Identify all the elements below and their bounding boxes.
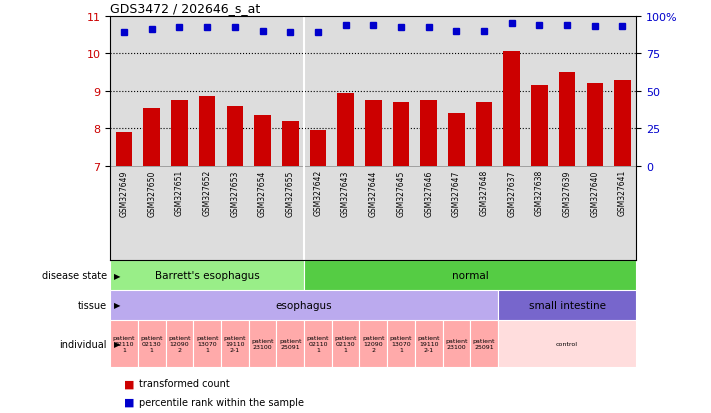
- Bar: [249, 320, 277, 368]
- Text: patient
13070
1: patient 13070 1: [390, 335, 412, 352]
- Bar: [116, 133, 132, 167]
- Bar: [166, 320, 193, 368]
- Bar: [277, 320, 304, 368]
- Text: GSM327638: GSM327638: [535, 170, 544, 216]
- Bar: [304, 261, 636, 290]
- Bar: [476, 103, 492, 167]
- Text: patient
02130
1: patient 02130 1: [141, 335, 163, 352]
- Bar: [448, 114, 465, 167]
- Bar: [199, 97, 215, 167]
- Text: transformed count: transformed count: [139, 378, 230, 389]
- Text: patient
02110
1: patient 02110 1: [113, 335, 135, 352]
- Text: control: control: [556, 341, 578, 347]
- Text: GSM327650: GSM327650: [147, 170, 156, 216]
- Bar: [144, 109, 160, 167]
- Text: GSM327640: GSM327640: [590, 170, 599, 216]
- Bar: [587, 84, 603, 167]
- Text: percentile rank within the sample: percentile rank within the sample: [139, 396, 304, 407]
- Bar: [442, 320, 470, 368]
- Text: ▶: ▶: [114, 271, 120, 280]
- Text: GSM327646: GSM327646: [424, 170, 433, 216]
- Bar: [309, 131, 326, 167]
- Bar: [365, 101, 382, 167]
- Text: GSM327647: GSM327647: [452, 170, 461, 216]
- Text: Barrett's esophagus: Barrett's esophagus: [155, 271, 260, 280]
- Text: ▶: ▶: [114, 339, 120, 348]
- Bar: [171, 101, 188, 167]
- Bar: [282, 122, 299, 167]
- Text: patient
25091: patient 25091: [279, 338, 301, 349]
- Bar: [387, 320, 415, 368]
- Text: GSM327643: GSM327643: [341, 170, 350, 216]
- Text: normal: normal: [451, 271, 488, 280]
- Text: patient
12090
2: patient 12090 2: [169, 335, 191, 352]
- Text: GSM327655: GSM327655: [286, 170, 294, 216]
- Text: small intestine: small intestine: [528, 300, 606, 310]
- Text: GSM327645: GSM327645: [397, 170, 405, 216]
- Bar: [415, 320, 442, 368]
- Text: patient
19110
2-1: patient 19110 2-1: [417, 335, 440, 352]
- Text: GSM327642: GSM327642: [314, 170, 322, 216]
- Bar: [503, 52, 520, 167]
- Bar: [110, 167, 636, 261]
- Text: ■: ■: [124, 396, 135, 407]
- Text: GSM327651: GSM327651: [175, 170, 184, 216]
- Bar: [193, 320, 221, 368]
- Bar: [337, 93, 354, 167]
- Text: GSM327652: GSM327652: [203, 170, 212, 216]
- Text: GSM327648: GSM327648: [479, 170, 488, 216]
- Bar: [420, 101, 437, 167]
- Text: patient
23100: patient 23100: [445, 338, 468, 349]
- Text: tissue: tissue: [77, 300, 107, 310]
- Bar: [227, 107, 243, 167]
- Text: GSM327654: GSM327654: [258, 170, 267, 216]
- Text: patient
02130
1: patient 02130 1: [334, 335, 357, 352]
- Text: GSM327653: GSM327653: [230, 170, 240, 216]
- Text: ▶: ▶: [114, 301, 120, 310]
- Text: patient
12090
2: patient 12090 2: [362, 335, 385, 352]
- Bar: [255, 116, 271, 167]
- Text: GSM327641: GSM327641: [618, 170, 627, 216]
- Text: ■: ■: [124, 378, 135, 389]
- Bar: [138, 320, 166, 368]
- Text: GSM327649: GSM327649: [119, 170, 129, 216]
- Bar: [304, 320, 332, 368]
- Text: GSM327637: GSM327637: [507, 170, 516, 216]
- Bar: [614, 81, 631, 167]
- Text: esophagus: esophagus: [276, 300, 332, 310]
- Bar: [360, 320, 387, 368]
- Bar: [110, 290, 498, 320]
- Bar: [498, 320, 636, 368]
- Bar: [531, 86, 547, 167]
- Bar: [392, 103, 410, 167]
- Text: patient
02110
1: patient 02110 1: [306, 335, 329, 352]
- Text: GSM327644: GSM327644: [369, 170, 378, 216]
- Bar: [221, 320, 249, 368]
- Text: patient
13070
1: patient 13070 1: [196, 335, 218, 352]
- Text: individual: individual: [59, 339, 107, 349]
- Bar: [332, 320, 360, 368]
- Bar: [470, 320, 498, 368]
- Text: GDS3472 / 202646_s_at: GDS3472 / 202646_s_at: [110, 2, 260, 15]
- Bar: [498, 290, 636, 320]
- Bar: [110, 261, 304, 290]
- Text: disease state: disease state: [41, 271, 107, 280]
- Bar: [110, 320, 138, 368]
- Text: patient
25091: patient 25091: [473, 338, 496, 349]
- Bar: [559, 73, 575, 167]
- Text: GSM327639: GSM327639: [562, 170, 572, 216]
- Text: patient
23100: patient 23100: [251, 338, 274, 349]
- Text: patient
19110
2-1: patient 19110 2-1: [223, 335, 246, 352]
